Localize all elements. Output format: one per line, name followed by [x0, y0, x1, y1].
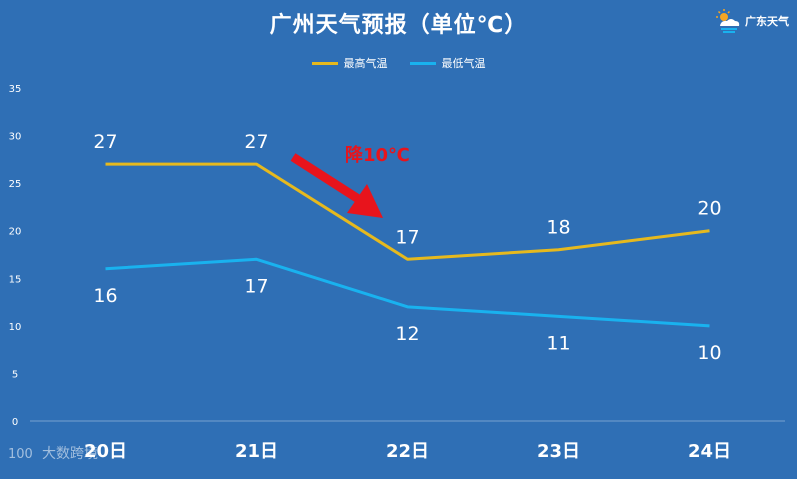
- x-tick-label: 21日: [235, 441, 278, 462]
- data-label-high: 17: [395, 226, 419, 248]
- data-label-low: 12: [395, 323, 419, 345]
- legend-swatch-high: [311, 61, 338, 65]
- y-tick-label: 15: [9, 274, 22, 285]
- y-tick-label: 0: [12, 417, 18, 428]
- y-tick-label: 5: [12, 369, 18, 380]
- drop-arrow-shaft: [290, 153, 363, 204]
- sun-cloud-icon: [716, 9, 740, 33]
- x-tick-label: 23日: [537, 441, 580, 462]
- y-tick-label: 20: [9, 227, 22, 238]
- data-label-high: 20: [697, 198, 721, 220]
- legend-item-low: 最低气温: [409, 55, 486, 71]
- legend-label-low: 最低气温: [441, 57, 486, 70]
- watermark-text: 大数跨境: [42, 446, 98, 462]
- svg-text:100: 100: [8, 447, 33, 461]
- watermark: 100 大数跨境: [8, 443, 98, 463]
- data-label-low: 10: [697, 342, 721, 364]
- logo-text: 广东天气: [745, 15, 789, 28]
- data-label-high: 27: [93, 131, 117, 153]
- data-label-low: 17: [244, 275, 268, 297]
- series-line-low: [105, 257, 710, 328]
- data-label-low: 16: [93, 285, 117, 307]
- legend: 最高气温 最低气温: [0, 55, 797, 71]
- x-tick-label: 20日: [84, 441, 127, 462]
- logo: 广东天气: [715, 8, 789, 34]
- data-label-low: 11: [546, 332, 570, 354]
- y-tick-label: 10: [9, 322, 22, 333]
- y-tick-label: 35: [9, 84, 22, 95]
- drop-arrow-head: [347, 184, 383, 218]
- data-label-high: 18: [546, 217, 570, 239]
- legend-label-high: 最高气温: [343, 57, 388, 70]
- y-tick-label: 25: [9, 179, 22, 190]
- chart-title: 广州天气预报（单位℃）: [269, 13, 528, 38]
- series-line-high: [105, 162, 710, 261]
- x-tick-label: 24日: [688, 441, 731, 462]
- legend-swatch-low: [409, 61, 436, 65]
- data-label-high: 27: [244, 131, 268, 153]
- watermark-logo-icon: 100: [8, 447, 33, 461]
- annotation-drop: 降10℃: [345, 145, 410, 166]
- x-tick-label: 22日: [386, 441, 429, 462]
- legend-item-high: 最高气温: [311, 55, 388, 71]
- y-tick-label: 30: [9, 132, 22, 143]
